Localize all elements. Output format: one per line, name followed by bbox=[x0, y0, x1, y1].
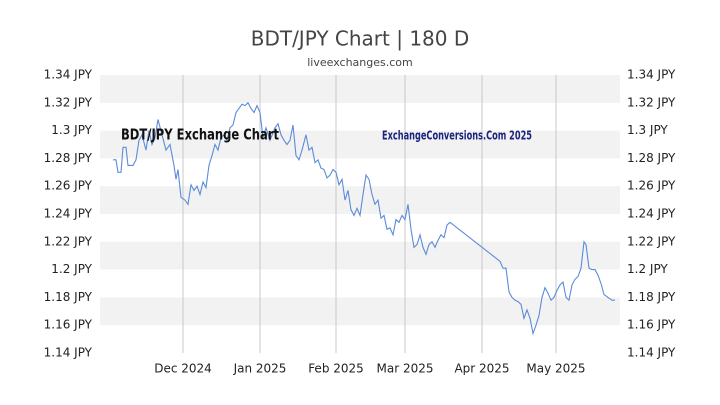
grid-band bbox=[100, 130, 620, 159]
annotation: BDT/JPY Exchange Chart bbox=[121, 126, 279, 144]
grid-band bbox=[100, 297, 620, 326]
y2-tick-label: 1.16 JPY bbox=[627, 318, 676, 332]
background-bands bbox=[100, 75, 620, 326]
y2-tick-label: 1.34 JPY bbox=[627, 68, 676, 82]
y-tick-label: 1.3 JPY bbox=[51, 123, 92, 137]
y-tick-label: 1.28 JPY bbox=[44, 151, 93, 165]
y-tick-label: 1.18 JPY bbox=[44, 290, 93, 304]
x-tick-label: Feb 2025 bbox=[308, 362, 364, 376]
y2-tick-label: 1.24 JPY bbox=[627, 207, 676, 221]
x-tick-label: Dec 2024 bbox=[154, 362, 212, 376]
x-tick-label: Jan 2025 bbox=[233, 362, 287, 376]
y2-tick-label: 1.14 JPY bbox=[627, 346, 676, 360]
y2-tick-label: 1.3 JPY bbox=[627, 123, 668, 137]
y-tick-label: 1.14 JPY bbox=[44, 346, 93, 360]
y2-tick-label: 1.28 JPY bbox=[627, 151, 676, 165]
grid-band bbox=[100, 75, 620, 103]
y2-tick-label: 1.22 JPY bbox=[627, 234, 676, 248]
y-tick-label: 1.24 JPY bbox=[44, 207, 93, 221]
x-tick-label: Apr 2025 bbox=[454, 362, 509, 376]
y2-tick-label: 1.18 JPY bbox=[627, 290, 676, 304]
grid-band bbox=[100, 186, 620, 214]
price-line bbox=[113, 101, 615, 336]
annotation: ExchangeConversions.Com 2025 bbox=[382, 129, 532, 143]
y-tick-label: 1.34 JPY bbox=[44, 68, 93, 82]
grid bbox=[182, 75, 557, 353]
y-tick-label: 1.22 JPY bbox=[44, 234, 93, 248]
chart-title: BDT/JPY Chart | 180 D bbox=[251, 27, 470, 51]
y-tick-label: 1.32 JPY bbox=[44, 95, 93, 109]
x-tick-label: Mar 2025 bbox=[377, 362, 434, 376]
y-tick-label: 1.2 JPY bbox=[51, 262, 92, 276]
y-tick-label: 1.16 JPY bbox=[44, 318, 93, 332]
y2-tick-label: 1.2 JPY bbox=[627, 262, 668, 276]
x-tick-label: May 2025 bbox=[526, 362, 585, 376]
chart-subtitle: liveexchanges.com bbox=[307, 56, 412, 69]
y-tick-label: 1.26 JPY bbox=[44, 179, 93, 193]
grid-band bbox=[100, 241, 620, 270]
y2-tick-label: 1.26 JPY bbox=[627, 179, 676, 193]
y2-tick-label: 1.32 JPY bbox=[627, 95, 676, 109]
